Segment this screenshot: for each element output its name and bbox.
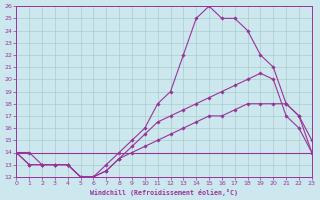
X-axis label: Windchill (Refroidissement éolien,°C): Windchill (Refroidissement éolien,°C)	[90, 189, 238, 196]
